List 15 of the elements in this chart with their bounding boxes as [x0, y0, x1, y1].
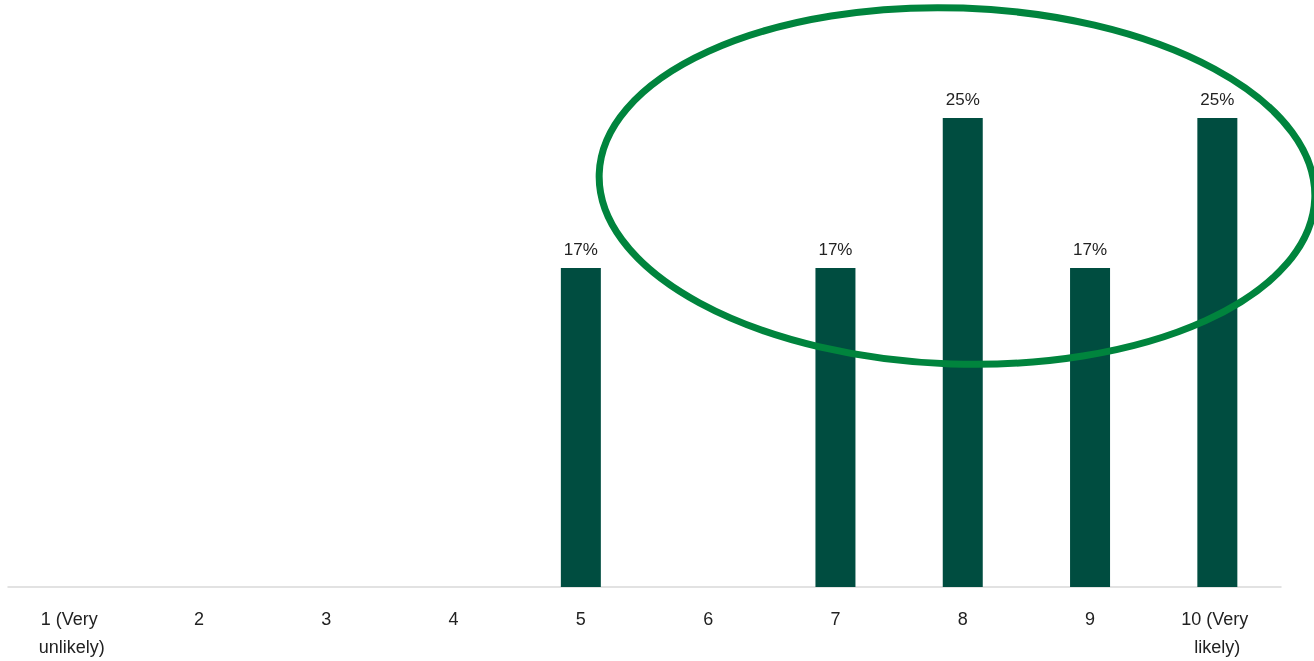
- x-tick-label: 6: [703, 609, 714, 629]
- data-label: 17%: [563, 240, 598, 260]
- data-label: 25%: [945, 90, 980, 109]
- data-label: 17%: [1073, 240, 1108, 260]
- data-label: 17%: [818, 240, 853, 260]
- x-tick-label: 7: [830, 609, 841, 629]
- data-label: 25%: [1200, 90, 1235, 109]
- x-tick-label: 4: [448, 609, 459, 629]
- x-tick-label: 2: [193, 609, 204, 629]
- x-tick-label: 1 (Very unlikely): [38, 609, 105, 657]
- x-tick-label: 3: [321, 609, 332, 629]
- x-tick-label: 8: [957, 609, 968, 629]
- x-tick-label: 10 (Very likely): [1181, 609, 1254, 657]
- x-tick-label: 9: [1085, 609, 1096, 629]
- x-tick-label: 5: [575, 609, 586, 629]
